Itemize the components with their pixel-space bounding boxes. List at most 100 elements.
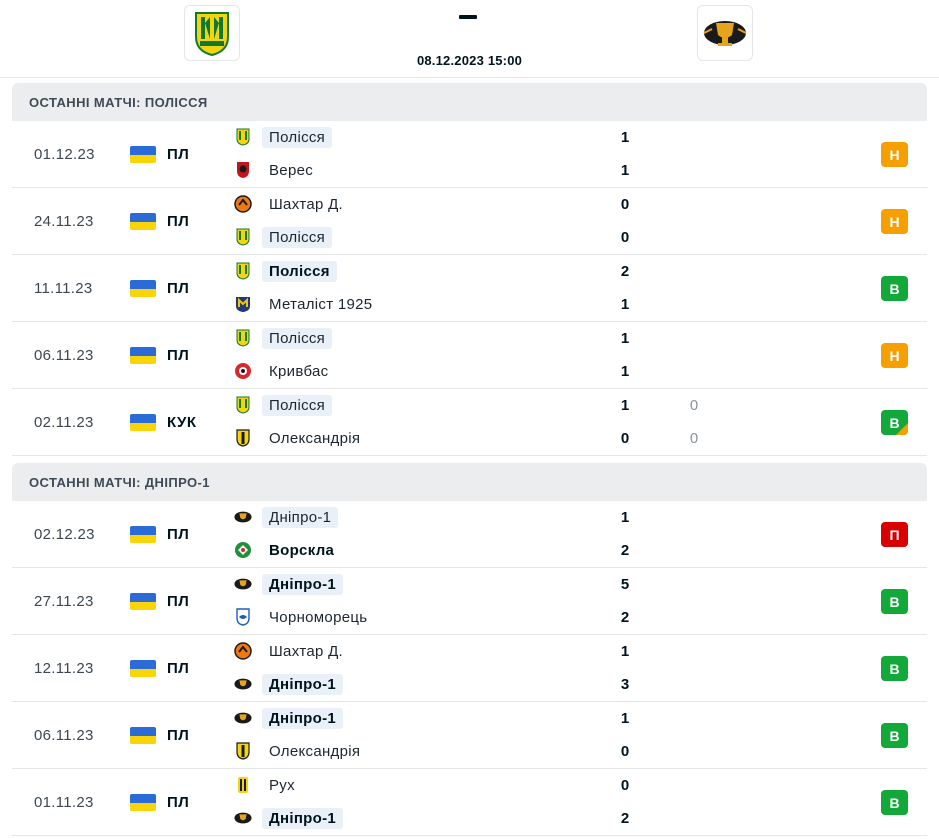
away-team-name[interactable]: Олександрія — [269, 742, 361, 760]
away-penalty-score: 0 — [689, 430, 699, 447]
home-team-name[interactable]: Рух — [269, 776, 295, 794]
away-team-name[interactable]: Кривбас — [269, 362, 329, 380]
away-team-logo[interactable] — [697, 5, 753, 61]
away-team-name[interactable]: Ворскла — [269, 541, 335, 559]
home-team-logo[interactable] — [184, 5, 240, 61]
result-badge: В — [881, 276, 908, 301]
result-badge: Н — [881, 142, 908, 167]
away-score: 2 — [620, 542, 630, 559]
away-score: 3 — [620, 676, 630, 693]
league-code: ПЛ — [167, 794, 190, 811]
polissia-crest-icon — [234, 262, 252, 280]
home-team-name[interactable]: Полісся — [262, 394, 333, 416]
ukraine-flag-icon — [130, 794, 156, 811]
match-datetime: 08.12.2023 15:00 — [416, 53, 523, 68]
away-score: 1 — [620, 296, 630, 313]
home-team-name[interactable]: Дніпро-1 — [262, 573, 344, 595]
dnipro1-crest-icon — [234, 508, 252, 526]
polissia-crest-icon — [234, 128, 252, 146]
home-score: 5 — [620, 576, 630, 593]
dnipro1-crest-icon — [234, 675, 252, 693]
home-penalty-score: 0 — [689, 397, 699, 414]
polissia-crest-icon — [234, 396, 252, 414]
ukraine-flag-icon — [130, 213, 156, 230]
away-team-name[interactable]: Верес — [269, 161, 314, 179]
shakhtar-crest-icon — [234, 642, 252, 660]
vorskla-crest-icon — [234, 541, 252, 559]
home-team-name[interactable]: Полісся — [262, 327, 333, 349]
ukraine-flag-icon — [130, 593, 156, 610]
away-team-name[interactable]: Дніпро-1 — [262, 673, 344, 695]
away-score: 2 — [620, 609, 630, 626]
result-badge: В — [881, 723, 908, 748]
home-team-name[interactable]: Полісся — [262, 260, 337, 282]
match-date: 06.11.23 — [34, 347, 94, 364]
match-row[interactable]: 01.11.23 ПЛ Рух Дніпро-1 0 2 В — [12, 769, 927, 836]
away-team-name[interactable]: Металіст 1925 — [269, 295, 373, 313]
home-score: 0 — [620, 196, 630, 213]
recent-matches-polissia: ОСТАННІ МАТЧІ: ПОЛІССЯ 01.12.23 ПЛ Поліс… — [12, 83, 927, 456]
match-row[interactable]: 12.11.23 ПЛ Шахтар Д. Дніпро-1 1 3 В — [12, 635, 927, 702]
dnipro1-crest-icon — [234, 575, 252, 593]
chornomorets-crest-icon — [234, 608, 252, 626]
away-team-name[interactable]: Олександрія — [269, 429, 361, 447]
rukh-crest-icon — [234, 776, 252, 794]
match-row[interactable]: 27.11.23 ПЛ Дніпро-1 Чорноморець 5 2 В — [12, 568, 927, 635]
match-date: 06.11.23 — [34, 727, 94, 744]
home-score: 1 — [620, 643, 630, 660]
ukraine-flag-icon — [130, 727, 156, 744]
match-row[interactable]: 06.11.23 ПЛ Полісся Кривбас 1 1 Н — [12, 322, 927, 389]
shakhtar-crest-icon — [234, 195, 252, 213]
match-header: 08.12.2023 15:00 — [0, 0, 939, 78]
league-code: ПЛ — [167, 280, 190, 297]
polissia-crest-icon — [234, 228, 252, 246]
match-date: 01.12.23 — [34, 146, 95, 163]
recent-matches-dnipro1: ОСТАННІ МАТЧІ: ДНІПРО-1 02.12.23 ПЛ Дніп… — [12, 463, 927, 836]
match-row[interactable]: 02.12.23 ПЛ Дніпро-1 Ворскла 1 2 П — [12, 501, 927, 568]
home-team-name[interactable]: Шахтар Д. — [269, 195, 344, 213]
home-score: 1 — [620, 509, 630, 526]
home-score: 2 — [620, 263, 630, 280]
away-score: 0 — [620, 743, 630, 760]
result-badge: В — [881, 656, 908, 681]
ukraine-flag-icon — [130, 347, 156, 364]
dnipro1-crest-icon — [234, 809, 252, 827]
home-score: 1 — [620, 397, 630, 414]
result-badge: Н — [881, 343, 908, 368]
result-badge: П — [881, 522, 908, 547]
match-row[interactable]: 24.11.23 ПЛ Шахтар Д. Полісся 0 0 Н — [12, 188, 927, 255]
away-score: 2 — [620, 810, 630, 827]
ukraine-flag-icon — [130, 660, 156, 677]
away-score: 1 — [620, 162, 630, 179]
match-row[interactable]: 11.11.23 ПЛ Полісся Металіст 1925 2 1 В — [12, 255, 927, 322]
league-code: ПЛ — [167, 146, 190, 163]
home-team-name[interactable]: Полісся — [262, 126, 333, 148]
away-team-name[interactable]: Дніпро-1 — [262, 807, 344, 829]
home-team-name[interactable]: Дніпро-1 — [262, 506, 339, 528]
kryvbas-crest-icon — [234, 362, 252, 380]
away-score: 0 — [620, 229, 630, 246]
match-date: 01.11.23 — [34, 794, 94, 811]
polissia-crest-icon — [195, 12, 229, 57]
match-row[interactable]: 02.11.23 КУК Полісся Олександрія 1 0 0 0… — [12, 389, 927, 456]
match-row[interactable]: 06.11.23 ПЛ Дніпро-1 Олександрія 1 0 В — [12, 702, 927, 769]
ukraine-flag-icon — [130, 280, 156, 297]
away-team-name[interactable]: Чорноморець — [269, 608, 368, 626]
home-team-name[interactable]: Дніпро-1 — [262, 707, 344, 729]
match-date: 12.11.23 — [34, 660, 94, 677]
ukraine-flag-icon — [130, 526, 156, 543]
home-score: 0 — [620, 777, 630, 794]
match-date: 02.11.23 — [34, 414, 94, 431]
match-row[interactable]: 01.12.23 ПЛ Полісся Верес 1 1 Н — [12, 121, 927, 188]
away-team-name[interactable]: Полісся — [262, 226, 333, 248]
league-code: ПЛ — [167, 213, 190, 230]
ukraine-flag-icon — [130, 146, 156, 163]
section-title: ОСТАННІ МАТЧІ: ПОЛІССЯ — [12, 83, 927, 121]
away-score: 1 — [620, 363, 630, 380]
home-team-name[interactable]: Шахтар Д. — [269, 642, 344, 660]
dnipro1-crest-icon — [234, 709, 252, 727]
league-code: ПЛ — [167, 526, 190, 543]
home-score: 1 — [620, 129, 630, 146]
dnipro1-crest-icon — [703, 21, 747, 46]
league-code: ПЛ — [167, 727, 190, 744]
